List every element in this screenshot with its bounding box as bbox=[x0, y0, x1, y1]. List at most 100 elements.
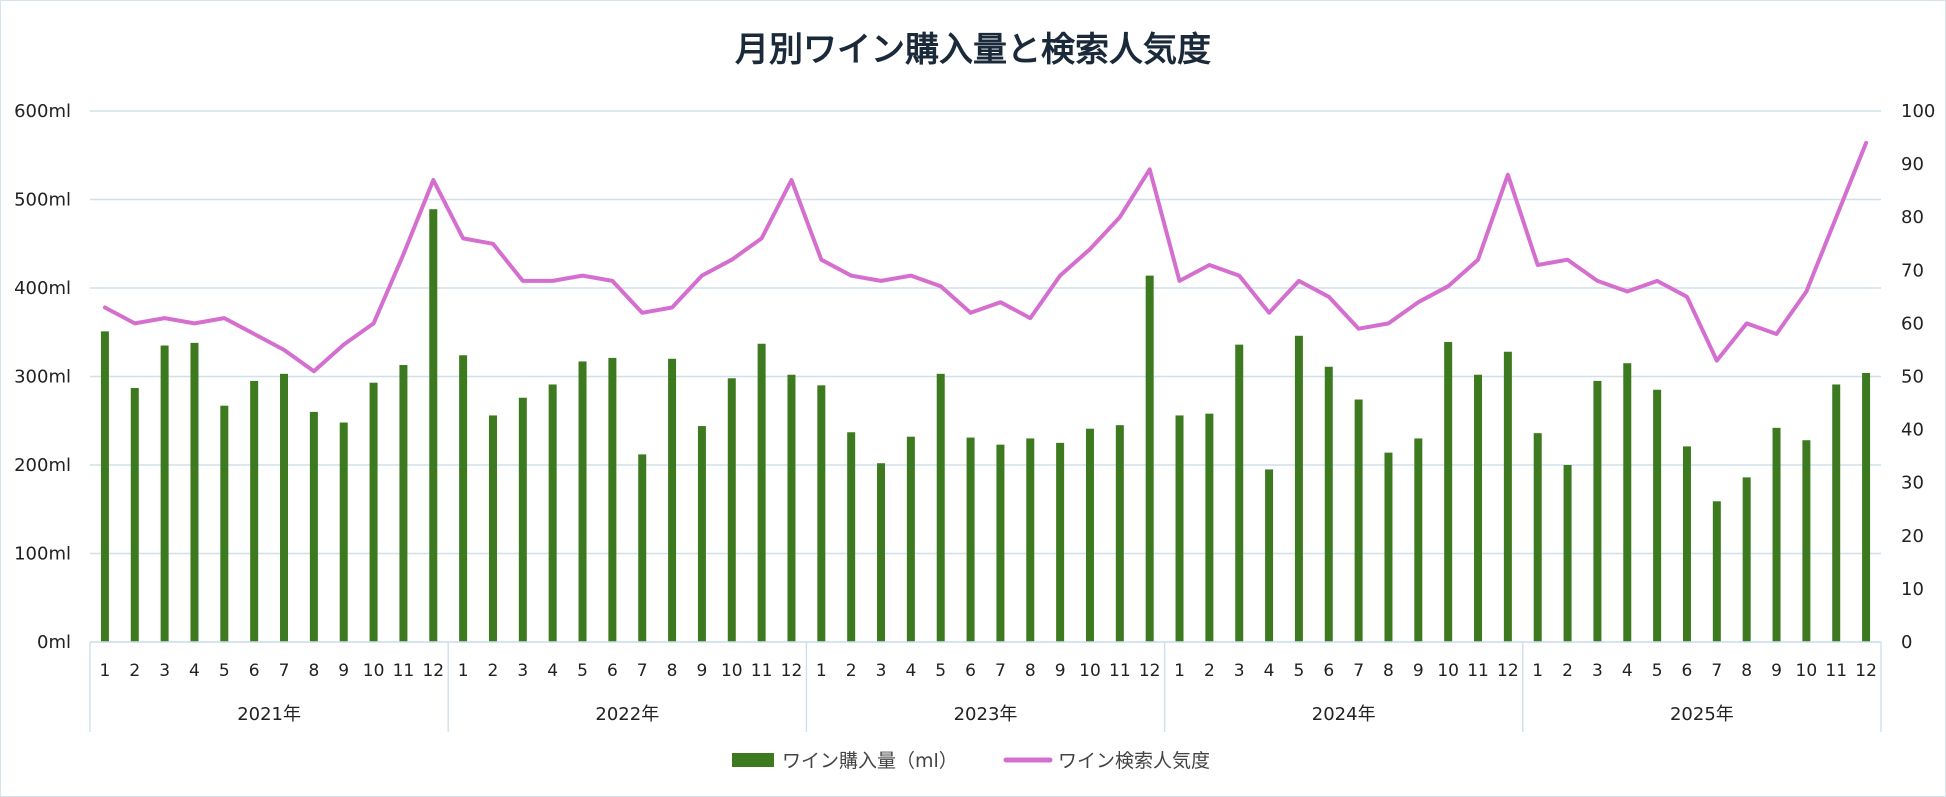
bar bbox=[817, 385, 826, 642]
bar bbox=[518, 397, 527, 642]
right-axis-ticks: 0 10 20 30 40 50 60 70 80 90 100 bbox=[1901, 101, 1935, 653]
month-tick-label: 11 bbox=[1109, 661, 1131, 681]
bar bbox=[190, 342, 199, 642]
bar bbox=[1712, 501, 1721, 642]
month-tick-label: 7 bbox=[279, 661, 290, 681]
month-tick-label: 9 bbox=[1413, 661, 1424, 681]
chart-title: 月別ワイン購入量と検索人気度 bbox=[735, 30, 1211, 70]
month-tick-label: 10 bbox=[1079, 661, 1101, 681]
bar bbox=[1593, 380, 1602, 642]
bar bbox=[1682, 446, 1691, 642]
bar bbox=[668, 358, 677, 642]
bar bbox=[608, 357, 617, 642]
bar bbox=[1145, 275, 1154, 642]
bar bbox=[220, 405, 229, 642]
month-tick-label: 8 bbox=[1383, 661, 1394, 681]
left-tick-label: 500ml bbox=[14, 190, 71, 211]
month-tick-label: 4 bbox=[547, 661, 558, 681]
bar bbox=[1533, 433, 1542, 642]
legend-bar-swatch bbox=[732, 753, 774, 767]
month-tick-label: 2 bbox=[1562, 661, 1573, 681]
bar bbox=[1026, 438, 1035, 642]
month-tick-label: 10 bbox=[1437, 661, 1459, 681]
year-label: 2022年 bbox=[595, 704, 659, 725]
month-tick-label: 1 bbox=[100, 661, 111, 681]
month-tick-label: 3 bbox=[517, 661, 528, 681]
bar bbox=[757, 343, 766, 642]
bar bbox=[1832, 384, 1841, 642]
bar bbox=[399, 364, 408, 642]
month-tick-label: 1 bbox=[1532, 661, 1543, 681]
bar bbox=[727, 378, 736, 642]
right-tick-label: 10 bbox=[1901, 579, 1924, 600]
month-tick-label: 9 bbox=[1771, 661, 1782, 681]
month-tick-label: 2 bbox=[488, 661, 499, 681]
left-tick-label: 200ml bbox=[14, 455, 71, 476]
month-tick-label: 8 bbox=[1025, 661, 1036, 681]
month-tick-label: 3 bbox=[876, 661, 887, 681]
month-tick-label: 9 bbox=[338, 661, 349, 681]
month-tick-label: 6 bbox=[607, 661, 618, 681]
left-axis-ticks: 0ml 100ml 200ml 300ml 400ml 500ml 600ml bbox=[14, 101, 71, 653]
month-tick-label: 2 bbox=[846, 661, 857, 681]
bar bbox=[309, 411, 318, 642]
right-tick-label: 100 bbox=[1901, 101, 1935, 122]
month-tick-label: 8 bbox=[667, 661, 678, 681]
month-tick-label: 5 bbox=[1294, 661, 1305, 681]
bar bbox=[1354, 399, 1363, 642]
right-tick-label: 20 bbox=[1901, 526, 1924, 547]
month-tick-label: 5 bbox=[1652, 661, 1663, 681]
month-tick-label: 12 bbox=[1855, 661, 1877, 681]
month-tick-label: 7 bbox=[1353, 661, 1364, 681]
right-tick-label: 70 bbox=[1901, 260, 1924, 281]
month-tick-label: 7 bbox=[1711, 661, 1722, 681]
bar bbox=[548, 384, 557, 642]
month-tick-label: 9 bbox=[697, 661, 708, 681]
bar bbox=[1563, 465, 1572, 642]
bar bbox=[847, 432, 856, 642]
bar bbox=[1324, 366, 1333, 642]
month-tick-label: 6 bbox=[965, 661, 976, 681]
bar bbox=[578, 361, 587, 642]
right-tick-label: 60 bbox=[1901, 313, 1924, 334]
month-tick-label: 4 bbox=[1264, 661, 1275, 681]
bar bbox=[1175, 415, 1184, 642]
bar bbox=[1503, 351, 1512, 642]
bar bbox=[1862, 372, 1871, 642]
legend: ワイン購入量（ml） ワイン検索人気度 bbox=[732, 750, 1210, 772]
year-label: 2023年 bbox=[954, 704, 1018, 725]
x-axis: 1 2 3 4 5 6 7 8 9 10 11 12 1 2 3 4 5 6 7 8 9 10 11 12 1 2 3 4 5 6 7 8 9 1… bbox=[89, 641, 1882, 732]
bar bbox=[787, 374, 796, 642]
month-tick-label: 6 bbox=[249, 661, 260, 681]
bar bbox=[966, 437, 975, 642]
bar bbox=[1742, 477, 1751, 642]
legend-bar-label: ワイン購入量（ml） bbox=[782, 750, 958, 772]
bar bbox=[1772, 427, 1781, 642]
bar bbox=[1056, 442, 1065, 642]
bar bbox=[1294, 335, 1303, 642]
bar bbox=[1802, 440, 1811, 642]
bar bbox=[1474, 374, 1483, 642]
month-tick-label: 2 bbox=[129, 661, 140, 681]
bar-series bbox=[100, 209, 1871, 643]
right-tick-label: 90 bbox=[1901, 154, 1924, 175]
left-tick-label: 600ml bbox=[14, 101, 71, 122]
month-tick-label: 3 bbox=[1234, 661, 1245, 681]
bar bbox=[1265, 469, 1274, 642]
year-label: 2025年 bbox=[1670, 704, 1734, 725]
year-label: 2024年 bbox=[1312, 704, 1376, 725]
bar bbox=[339, 422, 348, 642]
bar bbox=[160, 345, 169, 642]
bar bbox=[936, 373, 945, 642]
month-tick-label: 4 bbox=[905, 661, 916, 681]
bar bbox=[996, 444, 1005, 642]
bar bbox=[1384, 452, 1393, 642]
right-tick-label: 30 bbox=[1901, 473, 1924, 494]
bar bbox=[877, 463, 886, 642]
month-tick-label: 1 bbox=[1174, 661, 1185, 681]
bar bbox=[459, 355, 468, 642]
bar bbox=[1085, 428, 1094, 642]
right-tick-label: 0 bbox=[1901, 632, 1912, 653]
